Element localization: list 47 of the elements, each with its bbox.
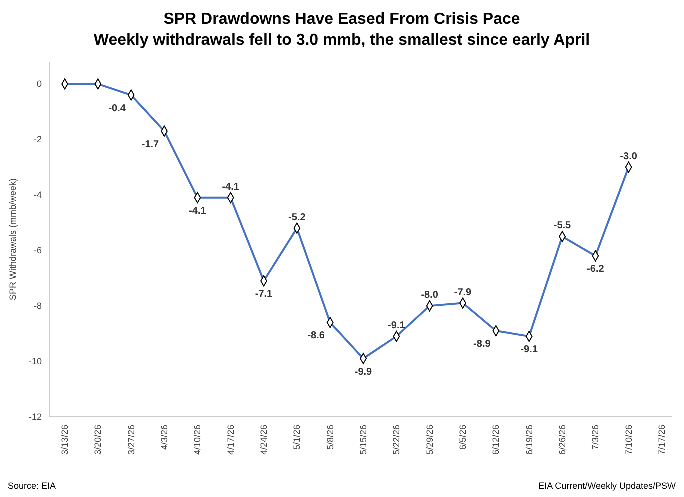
x-tick-label: 5/1/26 xyxy=(292,425,302,450)
data-label: -4.1 xyxy=(222,182,240,193)
y-tick-label: -10 xyxy=(28,356,42,367)
x-tick-label: 3/27/26 xyxy=(126,425,136,456)
data-label: -9.9 xyxy=(354,366,373,378)
y-axis-title: SPR Withdrawals (mmb/week) xyxy=(8,178,18,301)
data-label: -7.9 xyxy=(454,287,472,298)
data-label: -8.6 xyxy=(308,330,326,342)
y-tick-label: -12 xyxy=(28,412,42,422)
data-label: -5.5 xyxy=(554,220,572,232)
x-tick-label: 4/3/26 xyxy=(160,425,170,450)
x-tick-label: 5/15/26 xyxy=(358,425,368,456)
chart-title: SPR Drawdowns Have Eased From Crisis Pace xyxy=(164,11,520,28)
y-tick-label: 0 xyxy=(36,79,42,90)
source-note: Source: EIA xyxy=(8,481,56,491)
x-tick-label: 4/17/26 xyxy=(226,425,236,456)
x-tick-label: 4/10/26 xyxy=(192,425,203,456)
y-tick-label: -8 xyxy=(34,301,42,312)
data-label: -4.1 xyxy=(189,206,207,217)
x-tick-label: 4/24/26 xyxy=(259,425,269,456)
data-label: -8.9 xyxy=(474,339,492,350)
data-label: -0.4 xyxy=(108,103,126,114)
x-tick-label: 7/17/26 xyxy=(657,425,667,456)
data-label: -1.7 xyxy=(142,139,160,150)
chart-subtitle: Weekly withdrawals fell to 3.0 mmb, the smallest since early April xyxy=(94,32,590,49)
x-tick-label: 3/20/26 xyxy=(93,425,104,456)
data-label: -9.1 xyxy=(520,344,538,356)
data-label: -5.2 xyxy=(288,212,306,224)
x-tick-label: 5/29/26 xyxy=(424,425,435,456)
x-tick-label: 6/26/26 xyxy=(558,425,568,456)
y-tick-label: -4 xyxy=(34,190,42,200)
x-tick-label: 3/13/26 xyxy=(60,425,70,456)
data-label: -3.0 xyxy=(620,151,638,162)
x-tick-label: 6/12/26 xyxy=(491,425,502,456)
data-label: -9.1 xyxy=(388,320,406,332)
x-tick-label: 6/5/26 xyxy=(458,425,468,450)
data-label: -7.1 xyxy=(255,289,274,300)
y-tick-label: -2 xyxy=(34,134,42,145)
data-label: -8.0 xyxy=(421,290,439,302)
x-tick-label: 5/22/26 xyxy=(392,425,402,456)
data-label: -6.2 xyxy=(587,264,605,276)
x-tick-label: 7/10/26 xyxy=(624,425,634,456)
x-tick-label: 5/8/26 xyxy=(325,425,336,450)
y-tick-label: -6 xyxy=(34,246,42,256)
text: EIA Current/Weekly Updates/PSW xyxy=(538,481,676,491)
x-tick-label: 6/19/26 xyxy=(524,425,534,456)
x-tick-label: 7/3/26 xyxy=(590,425,601,450)
